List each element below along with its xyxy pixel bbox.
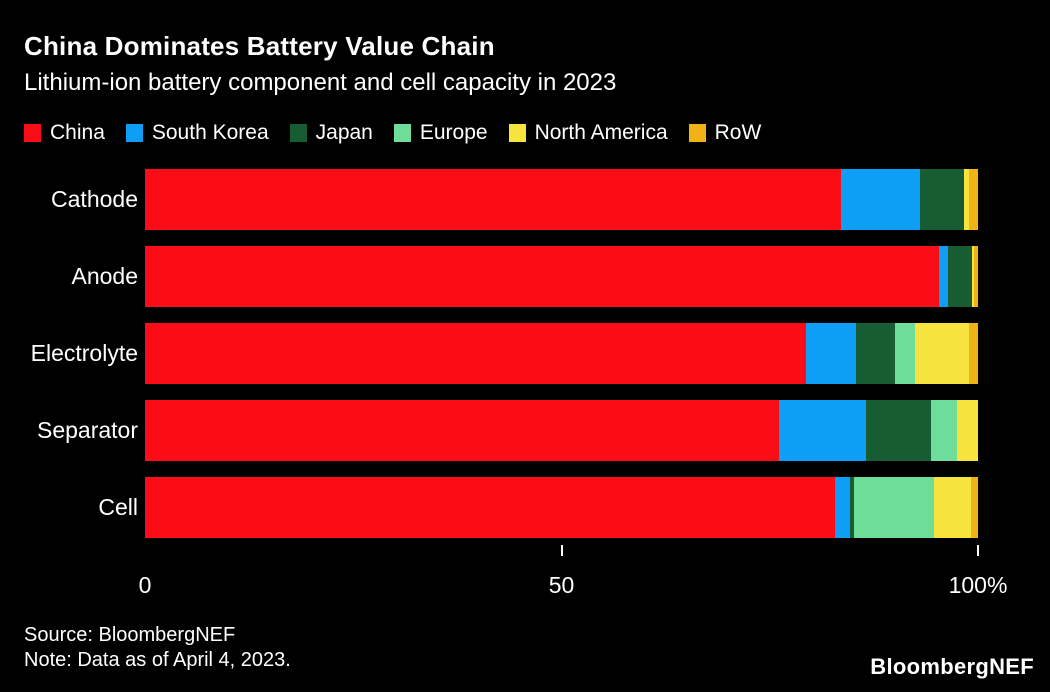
legend-item: RoW bbox=[688, 121, 762, 144]
bar-segment-south-korea bbox=[806, 323, 857, 384]
bar-segment-north-america bbox=[933, 477, 972, 538]
bar-segment-europe bbox=[930, 400, 958, 461]
legend: China South Korea Japan Europe North America… bbox=[24, 122, 761, 144]
category-label: Anode bbox=[71, 263, 138, 289]
bar-segment-china bbox=[145, 400, 779, 461]
bar-segment-row bbox=[973, 246, 978, 307]
bar-segment-japan bbox=[948, 246, 973, 307]
bar-segment-japan bbox=[865, 400, 931, 461]
footnote: Note: Data as of April 4, 2023. bbox=[24, 649, 291, 671]
bar-segment-south-korea bbox=[778, 400, 866, 461]
category-label: Cathode bbox=[51, 186, 138, 212]
bar-track bbox=[145, 477, 978, 538]
bar-segment-japan bbox=[849, 477, 854, 538]
bar-chart: Cathode Anode Electrolyte Separator Cell bbox=[0, 169, 1050, 554]
legend-label: RoW bbox=[714, 121, 762, 144]
bar-segment-row bbox=[971, 477, 978, 538]
bar-track bbox=[145, 246, 978, 307]
bar-segment-south-korea bbox=[834, 477, 850, 538]
chart-subtitle: Lithium-ion battery component and cell c… bbox=[24, 69, 617, 96]
legend-swatch bbox=[508, 124, 526, 142]
legend-swatch bbox=[688, 124, 706, 142]
legend-item: Europe bbox=[393, 121, 488, 144]
bar-segment-row bbox=[968, 323, 978, 384]
legend-swatch bbox=[24, 124, 41, 142]
chart-row: Cell bbox=[0, 477, 1050, 538]
axis-tick-label: 50 bbox=[548, 572, 575, 598]
axis-tick bbox=[977, 545, 979, 556]
category-label: Electrolyte bbox=[30, 340, 138, 366]
chart-row: Anode bbox=[0, 246, 1050, 307]
category-label: Cell bbox=[98, 494, 138, 520]
legend-label: China bbox=[50, 121, 105, 144]
bar-segment-north-america bbox=[914, 323, 969, 384]
chart-header: China Dominates Battery Value Chain Lith… bbox=[24, 32, 616, 97]
axis-tick bbox=[560, 545, 563, 556]
legend-label: South Korea bbox=[151, 121, 269, 144]
bar-segment-north-america bbox=[957, 400, 978, 461]
axis-tick-label: 100% bbox=[948, 572, 1008, 598]
bar-segment-japan bbox=[919, 169, 964, 230]
legend-item: North America bbox=[508, 121, 668, 144]
chart-title: China Dominates Battery Value Chain bbox=[24, 31, 495, 61]
axis-tick-label: 0 bbox=[138, 572, 152, 598]
legend-swatch bbox=[393, 124, 411, 142]
x-axis: 0 50 100% bbox=[0, 540, 1050, 610]
bloombergnef-logo: BloombergNEF bbox=[870, 654, 1034, 679]
bar-segment-europe bbox=[853, 477, 934, 538]
bar-segment-row bbox=[968, 169, 978, 230]
bar-track bbox=[145, 400, 978, 461]
source-note: Source: BloombergNEF bbox=[24, 624, 236, 646]
bar-segment-china bbox=[145, 169, 842, 230]
legend-label: Europe bbox=[419, 121, 488, 144]
legend-item: China bbox=[24, 122, 105, 144]
bar-segment-north-america bbox=[963, 169, 969, 230]
bar-track bbox=[145, 323, 978, 384]
category-label: Separator bbox=[36, 417, 138, 443]
legend-swatch bbox=[289, 124, 307, 142]
bar-segment-europe bbox=[894, 323, 915, 384]
legend-label: Japan bbox=[315, 121, 373, 144]
legend-swatch bbox=[125, 124, 143, 142]
bar-segment-north-america bbox=[972, 246, 974, 307]
bar-segment-south-korea bbox=[938, 246, 948, 307]
bar-segment-china bbox=[145, 323, 807, 384]
legend-label: North America bbox=[534, 121, 668, 144]
chart-row: Cathode bbox=[0, 169, 1050, 230]
bar-track bbox=[145, 169, 978, 230]
bar-segment-japan bbox=[856, 323, 895, 384]
chart-row: Separator bbox=[0, 400, 1050, 461]
bar-segment-china bbox=[145, 477, 835, 538]
footer: Source: BloombergNEF Note: Data as of Ap… bbox=[24, 623, 291, 673]
legend-item: Japan bbox=[289, 121, 373, 144]
legend-item: South Korea bbox=[125, 121, 269, 144]
bar-segment-south-korea bbox=[841, 169, 920, 230]
bar-segment-china bbox=[145, 246, 939, 307]
chart-row: Electrolyte bbox=[0, 323, 1050, 384]
